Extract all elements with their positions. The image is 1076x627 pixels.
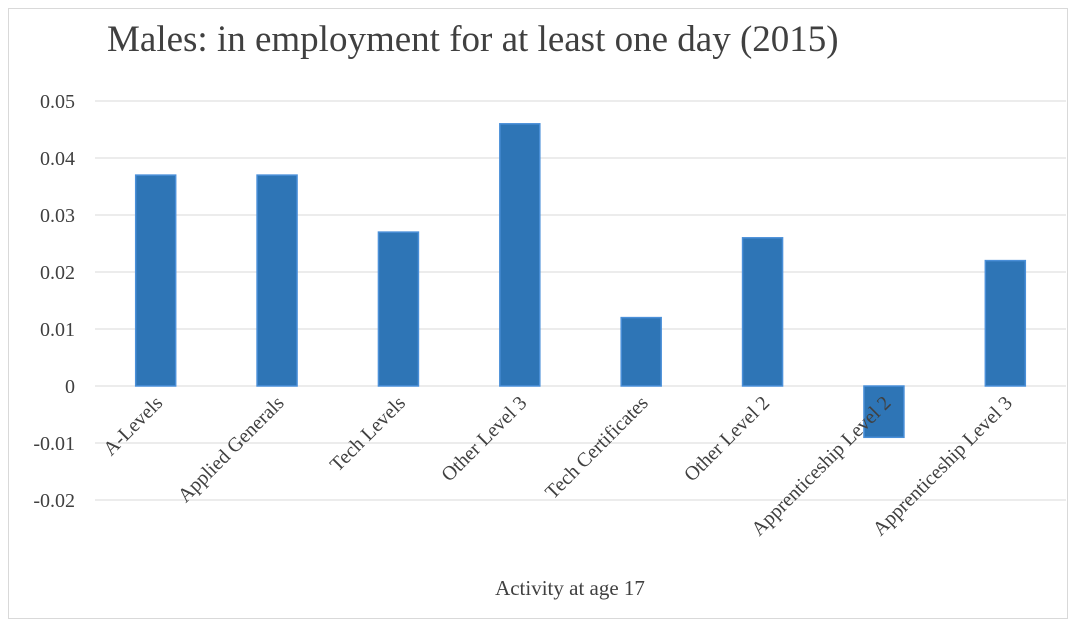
bar [863, 385, 905, 439]
y-tick-label: 0.05 [40, 91, 75, 113]
y-tick-label: -0.02 [33, 490, 75, 512]
category-label: Applied Generals [174, 392, 289, 507]
y-tick-label: 0.01 [40, 319, 75, 341]
bar [377, 231, 420, 387]
category-label: A-Levels [99, 392, 167, 460]
y-tick-label: 0.04 [40, 148, 75, 170]
category-label: Apprenticeship Level 2 [747, 392, 895, 540]
bar [620, 316, 662, 387]
chart-title: Males: in employment for at least one da… [107, 19, 839, 60]
bar [984, 259, 1027, 387]
bar [256, 174, 298, 387]
x-axis-title: Activity at age 17 [495, 576, 645, 600]
category-label: Other Level 2 [680, 392, 774, 486]
y-tick-label: -0.01 [33, 433, 75, 455]
y-tick-label: 0.02 [40, 262, 75, 284]
category-label: Tech Levels [326, 392, 410, 476]
bar [741, 237, 784, 387]
bar [134, 174, 177, 387]
category-label: Tech Certificates [541, 392, 653, 504]
bar [499, 123, 541, 387]
y-tick-label: 0 [65, 376, 75, 398]
y-tick-label: 0.03 [40, 205, 75, 227]
category-label: Other Level 3 [437, 392, 531, 486]
